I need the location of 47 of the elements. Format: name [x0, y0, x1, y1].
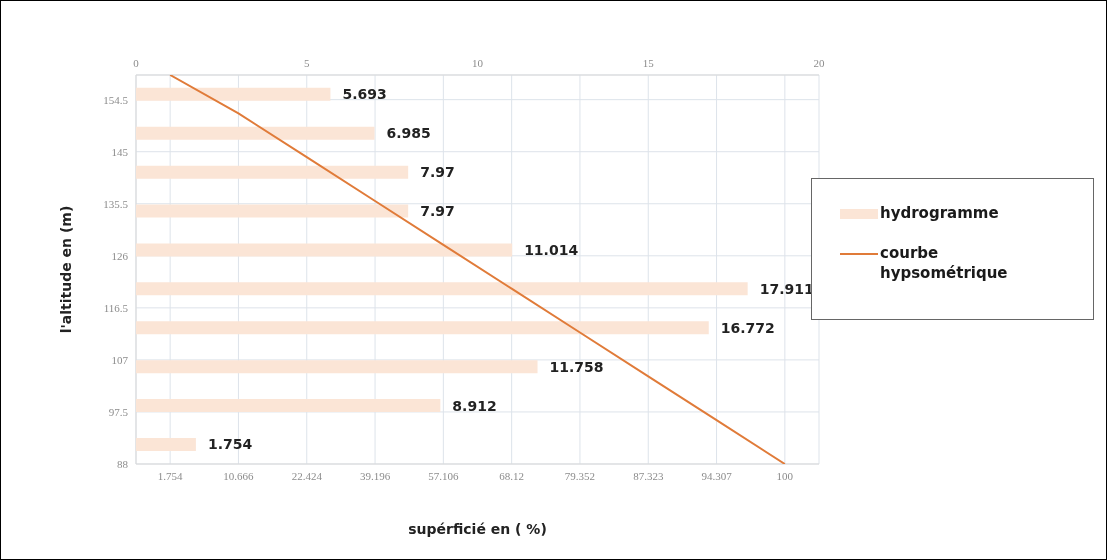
x-tick-label: 79.352	[564, 469, 596, 482]
y-tick-label: 107	[111, 353, 129, 366]
bar	[136, 243, 513, 257]
x-tick-label: 15	[642, 57, 655, 69]
data-label: 8.912	[452, 397, 497, 414]
bar	[136, 399, 441, 413]
x-tick-label: 87.323	[633, 469, 664, 482]
x-tick-label: 39.196	[359, 469, 391, 482]
bar	[136, 87, 331, 101]
x-tick-label: 22.424	[291, 469, 323, 482]
bar	[136, 282, 748, 296]
y-tick-label: 145	[111, 145, 129, 158]
bar	[136, 360, 538, 374]
legend-label: courbe hypsométrique	[880, 243, 1009, 283]
x-tick-label: 68.12	[499, 469, 525, 482]
x-tick-label: 10.666	[223, 469, 255, 482]
x-tick-label: 5	[304, 57, 310, 69]
data-label: 1.754	[207, 436, 253, 453]
data-label: 6.985	[386, 125, 431, 142]
bar	[136, 126, 375, 140]
bar	[136, 204, 409, 218]
data-label: 5.693	[342, 86, 387, 103]
y-tick-label: 135.5	[103, 197, 129, 210]
x-tick-label: 1.754	[157, 469, 184, 482]
bar	[136, 321, 709, 335]
data-label: 11.758	[549, 358, 604, 375]
y-tick-label: 97.5	[108, 405, 129, 418]
data-label: 11.014	[524, 241, 579, 258]
bar	[136, 165, 409, 179]
x-tick-label: 100	[776, 469, 794, 482]
y-tick-label: 126	[111, 249, 129, 262]
y-axis-title: l'altitude en (m)	[57, 205, 74, 334]
x-axis-title: supérficié en ( %)	[408, 521, 547, 537]
data-label: 17.911	[759, 280, 814, 297]
y-tick-label: 116.5	[103, 301, 129, 314]
y-tick-label: 154.5	[103, 93, 129, 106]
y-tick-label: 88	[117, 457, 129, 470]
legend-label: hydrogramme	[880, 203, 1000, 223]
x-tick-label: 94.307	[701, 469, 733, 482]
data-label: 7.97	[420, 203, 455, 220]
x-tick-label: 10	[472, 57, 484, 69]
x-tick-label: 57.106	[428, 469, 459, 482]
bar	[136, 437, 196, 451]
x-tick-label: 0	[133, 57, 140, 69]
data-label: 16.772	[720, 319, 775, 336]
data-label: 7.97	[420, 164, 455, 181]
x-tick-label: 20	[813, 57, 825, 69]
